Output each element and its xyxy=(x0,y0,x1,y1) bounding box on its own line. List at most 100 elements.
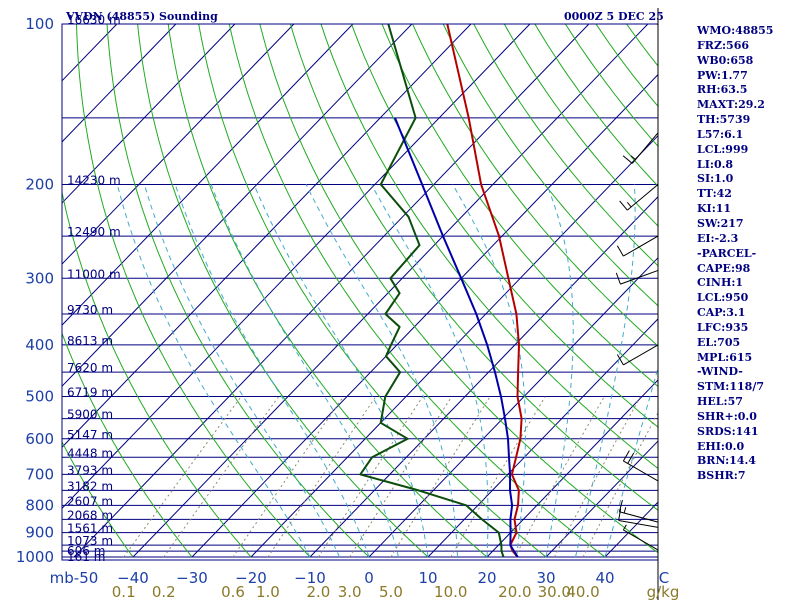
mixing-ratio-label: 40.0 xyxy=(566,583,599,600)
mixing-ratio-label: 10.0 xyxy=(434,583,467,600)
isotherm-line xyxy=(62,24,236,204)
stat-line: SRDS:141 xyxy=(697,424,759,438)
dry-adiabat xyxy=(62,440,134,558)
wind-barb xyxy=(618,519,659,528)
wind-barb xyxy=(619,511,659,523)
temperature-label: −40 xyxy=(117,569,149,587)
pressure-label: 200 xyxy=(25,175,54,193)
pressure-label: 600 xyxy=(25,430,54,448)
isotherm-line xyxy=(62,24,413,387)
isotherm-line xyxy=(73,24,590,558)
height-label: 3182 m xyxy=(67,479,113,493)
height-label: 606 m xyxy=(67,544,105,558)
stat-line: MAXT:29.2 xyxy=(697,98,765,112)
height-label: 8613 m xyxy=(67,334,113,348)
wind-barb-feather xyxy=(618,500,623,512)
stat-line: -PARCEL- xyxy=(697,246,757,260)
dry-adiabat xyxy=(473,24,658,267)
stat-line: SHR+:0.0 xyxy=(697,409,757,423)
temperature-label: 40 xyxy=(595,569,614,587)
stat-line: BSHR:7 xyxy=(697,469,746,483)
wind-barb-feather xyxy=(622,450,630,462)
height-label: 4448 m xyxy=(67,446,113,460)
isotherm-line xyxy=(62,24,177,143)
mixing-ratio-label: 20.0 xyxy=(498,583,531,600)
isotherm-line xyxy=(62,24,354,326)
stat-line: CAPE:98 xyxy=(697,261,751,275)
stat-line: LFC:935 xyxy=(697,320,749,334)
mixing-ratio-label: 1.0 xyxy=(256,583,280,600)
height-label: 161 m xyxy=(67,550,105,564)
stat-line: CINH:1 xyxy=(697,276,744,290)
moist-adiabat xyxy=(545,184,574,558)
temperature-label: mb-50 xyxy=(50,569,99,587)
stat-line: L57:6.1 xyxy=(697,127,744,141)
height-label: 1073 m xyxy=(67,534,113,548)
moist-adiabat xyxy=(305,184,458,557)
wind-barb-feather xyxy=(622,524,627,531)
mixing-ratio-line xyxy=(514,396,605,558)
mixing-ratio-line xyxy=(267,396,377,558)
temperature-label: 0 xyxy=(364,569,374,587)
wind-barb xyxy=(623,460,659,482)
stat-line: EL:705 xyxy=(697,335,741,349)
pressure-label: 500 xyxy=(25,388,54,406)
isotherm-line xyxy=(62,24,295,265)
temperature-label: −10 xyxy=(294,569,326,587)
wind-barb-feather xyxy=(619,200,628,211)
stat-line: HEL:57 xyxy=(697,395,743,409)
isotherm-line xyxy=(250,134,658,558)
dewpoint-line xyxy=(359,24,505,558)
isotherm-line xyxy=(191,73,658,558)
wind-barb xyxy=(620,269,659,285)
stat-line: MPL:615 xyxy=(697,350,753,364)
height-label: 16630 m xyxy=(67,13,121,27)
parcel-line xyxy=(394,117,519,558)
moist-adiabat xyxy=(253,184,429,558)
height-label: 2068 m xyxy=(67,508,113,522)
pressure-label: 100 xyxy=(25,15,54,33)
pressure-label: 1000 xyxy=(16,548,54,566)
stat-line: -WIND- xyxy=(697,365,743,379)
wind-barbs xyxy=(615,132,659,551)
height-label: 5900 m xyxy=(67,408,113,422)
wind-barb-feather xyxy=(618,508,622,521)
stat-line: LCL:950 xyxy=(697,291,749,305)
dry-adiabat xyxy=(167,24,488,558)
mixing-ratio-label: 30.0 xyxy=(538,583,571,600)
temperature-label: 30 xyxy=(536,569,555,587)
temperature-label: −30 xyxy=(176,569,208,587)
height-label: 7620 m xyxy=(67,361,113,375)
dry-adiabat xyxy=(62,190,252,558)
wind-barb xyxy=(623,235,659,257)
dry-adiabat xyxy=(137,24,429,558)
isotherm-line xyxy=(132,24,649,558)
dry-adiabat xyxy=(320,24,658,470)
wind-barb-feather xyxy=(622,155,633,164)
height-label: 14230 m xyxy=(67,173,121,187)
series-layer xyxy=(359,24,523,558)
stat-line: WMO:48855 xyxy=(697,24,774,37)
moist-adiabat xyxy=(174,184,370,558)
moist-adiabat xyxy=(210,184,399,558)
isotherm-line xyxy=(62,24,531,510)
dry-adiabat xyxy=(289,24,658,511)
stat-line: STM:118/7 xyxy=(697,380,764,394)
height-label: 6719 m xyxy=(67,386,113,400)
stat-line: CAP:3.1 xyxy=(697,306,746,320)
mixing-ratio-label: 2.0 xyxy=(306,583,330,600)
temperature-label: C xyxy=(659,569,669,587)
stat-line: EHI:0.0 xyxy=(697,439,745,453)
moist-adiabat xyxy=(144,184,340,558)
stat-line: EI:-2.3 xyxy=(697,231,739,245)
wind-barb-feather xyxy=(616,245,624,257)
mixing-ratio-label: 0.6 xyxy=(221,583,245,600)
isotherm-line xyxy=(309,196,658,558)
dry-adiabat xyxy=(76,24,311,558)
wind-barb-feather xyxy=(615,272,621,285)
mixing-ratio-label: 5.0 xyxy=(379,583,403,600)
pressure-label: 800 xyxy=(25,496,54,514)
wind-barb xyxy=(623,529,659,551)
height-label: 12490 m xyxy=(67,225,121,239)
